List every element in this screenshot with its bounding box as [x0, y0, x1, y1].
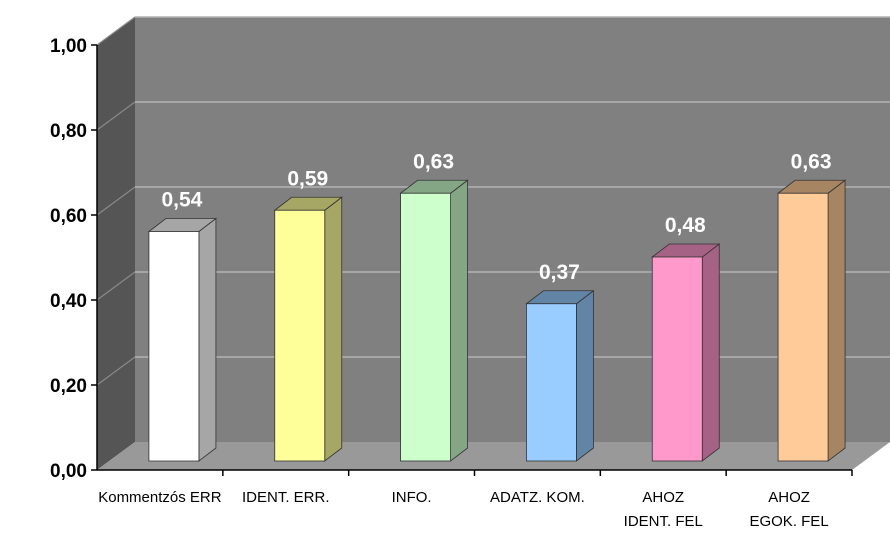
gridline-side [96, 186, 136, 216]
data-label: 0,63 [413, 150, 454, 173]
data-labels: 0,54 0,59 0,63 0,37 0,48 0,63 [161, 150, 831, 284]
x-axis: Kommentzós ERR IDENT. ERR. INFO. ADATZ. KOM… [97, 469, 853, 530]
data-label: 0,54 [161, 189, 202, 212]
bar [147, 217, 218, 462]
bar-front [400, 192, 451, 462]
gridlines [96, 16, 890, 386]
x-tick-label: IDENT. ERR. [242, 489, 330, 506]
gridline-side [96, 16, 136, 46]
gridline-side [96, 101, 136, 131]
side-wall [97, 17, 135, 470]
back-wall [135, 17, 890, 442]
bar-front [526, 303, 577, 462]
y-tick-label: 0,60 [50, 206, 87, 227]
bar-front [651, 256, 703, 462]
y-tick-label: 1,00 [50, 36, 87, 57]
data-label: 0,48 [665, 214, 706, 237]
bar [273, 196, 343, 462]
bars [147, 179, 847, 462]
data-label: 0,63 [791, 150, 832, 173]
x-tick-label: INFO. [392, 489, 432, 506]
gridline-side [96, 356, 136, 386]
y-tick-label: 0,20 [50, 376, 87, 397]
data-label: 0,37 [539, 261, 580, 284]
y-tick-label: 0,40 [50, 291, 87, 312]
bar-side [450, 179, 468, 462]
bar-side [324, 196, 343, 462]
x-tick-label: AHOZ IDENT. FEL [624, 489, 703, 530]
bar [776, 179, 847, 462]
x-tick-label: Kommentzós ERR [98, 489, 222, 506]
bar [651, 243, 721, 462]
bar-side [827, 179, 846, 462]
y-tick-label: 0,80 [50, 121, 87, 142]
x-tick-label: AHOZ EGOK. FEL [749, 489, 828, 530]
bar [399, 179, 469, 462]
gridline-side [96, 271, 136, 301]
bar-front [777, 192, 829, 462]
bar-side [701, 243, 720, 462]
y-tick-label: 0,00 [50, 461, 87, 482]
bar-front [148, 231, 200, 462]
bar-side [576, 289, 594, 462]
bar [525, 289, 595, 462]
bar-side [198, 217, 217, 462]
y-axis: 0,00 0,20 0,40 0,60 0,80 1,00 [50, 36, 98, 482]
x-tick-label: ADATZ. KOM. [490, 489, 585, 506]
data-label: 0,59 [287, 167, 328, 190]
bar-front [274, 209, 326, 462]
